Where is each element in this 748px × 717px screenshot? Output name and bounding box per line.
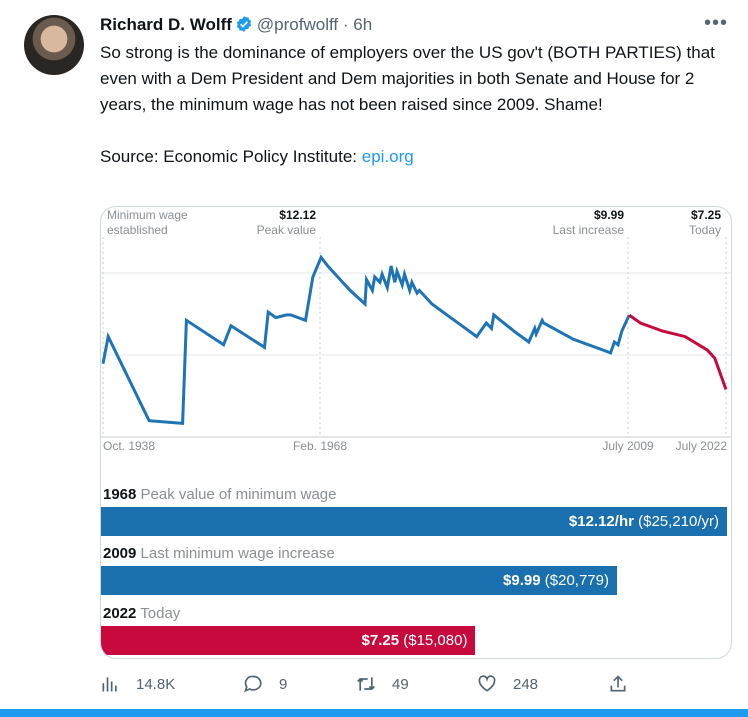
reply-icon <box>244 675 262 693</box>
tweet-actions: 14.8K 9 49 248 <box>100 674 640 698</box>
author-name[interactable]: Richard D. Wolff <box>100 15 232 34</box>
reply-count: 9 <box>279 675 288 693</box>
x-label-1968: Feb. 1968 <box>293 439 347 453</box>
avatar[interactable] <box>24 15 84 75</box>
x-label-2009: July 2009 <box>602 439 654 453</box>
x-label-1938: Oct. 1938 <box>103 439 155 453</box>
author-handle[interactable]: @profwolff <box>256 15 339 34</box>
more-options-icon[interactable]: ••• <box>703 12 728 34</box>
bar-value: $12.12 <box>568 513 615 530</box>
marker-peak-value: $12.12 <box>279 208 316 222</box>
tweet-header: Richard D. Wolff @profwolff · 6h <box>100 14 372 36</box>
bar-annual: ($15,080) <box>399 632 468 649</box>
marker-left-line2: established <box>107 223 168 237</box>
bar-year: 1968 <box>103 486 137 503</box>
marker-today-label: Today <box>689 223 721 237</box>
chart-image[interactable]: Minimum wage established $12.12 Peak val… <box>100 206 732 659</box>
bar-value: $9.99 <box>503 572 541 589</box>
bar-title-2022: 2022 Today <box>103 605 180 622</box>
bottom-bar <box>0 709 748 717</box>
retweet-count: 49 <box>392 675 409 693</box>
source-prefix: Source: Economic Policy Institute: <box>100 147 362 166</box>
retweet-button[interactable]: 49 <box>356 674 409 694</box>
bar-title-1968: 1968 Peak value of minimum wage <box>103 486 336 503</box>
series-line-recent <box>628 313 728 391</box>
share-icon <box>610 675 626 692</box>
bar-1968: $12.12/hr ($25,210/yr) <box>101 507 727 536</box>
source-link[interactable]: epi.org <box>361 147 414 166</box>
bar-annual: ($20,779) <box>540 572 609 589</box>
retweet-icon <box>357 677 375 691</box>
bar-2009: $9.99 ($20,779) <box>101 566 617 595</box>
heart-icon <box>478 675 496 692</box>
reply-button[interactable]: 9 <box>243 674 287 694</box>
tweet-source: Source: Economic Policy Institute: epi.o… <box>100 144 730 170</box>
x-label-2022: July 2022 <box>676 439 728 453</box>
line-chart: Minimum wage established $12.12 Peak val… <box>101 208 731 453</box>
like-button[interactable]: 248 <box>477 674 538 694</box>
marker-last-value: $9.99 <box>594 208 624 222</box>
views-count: 14.8K <box>136 675 176 693</box>
bar-label: Today <box>140 605 181 622</box>
views-icon <box>102 677 117 692</box>
tweet-time[interactable]: 6h <box>353 15 373 34</box>
bar-annual: ($25,210/yr) <box>633 513 719 530</box>
bar-label: Last minimum wage increase <box>140 545 335 562</box>
bar-2022: $7.25 ($15,080) <box>101 626 476 655</box>
like-count: 248 <box>513 675 539 693</box>
marker-last-label: Last increase <box>553 223 625 237</box>
marker-left-line1: Minimum wage <box>107 208 188 222</box>
bar-value: $7.25 <box>361 632 400 649</box>
bar-year: 2009 <box>103 545 137 562</box>
tweet-text: So strong is the dominance of employers … <box>100 40 730 170</box>
bar-unit: /hr <box>614 513 634 530</box>
bar-year: 2022 <box>103 605 137 622</box>
views-button[interactable]: 14.8K <box>100 674 175 694</box>
marker-peak-label: Peak value <box>257 223 317 237</box>
tweet-body: So strong is the dominance of employers … <box>100 43 715 114</box>
separator-dot: · <box>342 15 349 34</box>
bar-label: Peak value of minimum wage <box>140 486 337 503</box>
marker-today-value: $7.25 <box>691 208 721 222</box>
series-line-historic <box>101 254 631 426</box>
bar-title-2009: 2009 Last minimum wage increase <box>103 545 335 562</box>
verified-badge-icon <box>236 16 252 32</box>
share-button[interactable] <box>608 674 644 694</box>
